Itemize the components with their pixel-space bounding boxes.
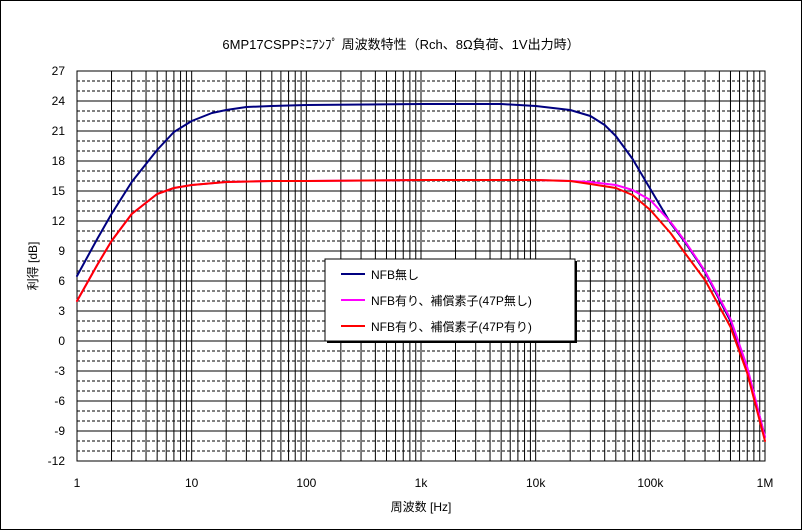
y-tick-label: 0 bbox=[58, 334, 65, 348]
legend-label-1: NFB無し bbox=[371, 267, 419, 282]
y-tick-label: 3 bbox=[58, 304, 65, 318]
y-tick-label: -6 bbox=[54, 394, 65, 408]
y-tick-label: 15 bbox=[52, 184, 66, 198]
x-tick-label: 10k bbox=[526, 476, 546, 490]
legend-label-3: NFB有り、補償素子(47P有り) bbox=[371, 320, 532, 334]
x-tick-label: 100k bbox=[637, 476, 664, 490]
y-tick-label: 9 bbox=[58, 244, 65, 258]
x-tick-label: 10 bbox=[185, 476, 199, 490]
y-tick-label: 21 bbox=[52, 124, 66, 138]
x-axis-ticks: 1 10 100 1k 10k 100k 1M bbox=[74, 476, 774, 490]
x-tick-label: 1 bbox=[74, 476, 81, 490]
y-axis-label: 利得 [dB] bbox=[25, 242, 40, 291]
chart-title: 6MP17CSPPﾐﾆｱﾝﾌﾟ 周波数特性（Rch、8Ω負荷、1V出力時） bbox=[222, 37, 579, 52]
legend-label-2: NFB有り、補償素子(47P無し) bbox=[371, 293, 532, 308]
x-tick-label: 1M bbox=[757, 476, 774, 490]
y-tick-label: 18 bbox=[52, 154, 66, 168]
series-line-3 bbox=[76, 179, 766, 442]
y-tick-label: 6 bbox=[58, 274, 65, 288]
y-tick-label: -12 bbox=[48, 454, 66, 468]
y-tick-label: 27 bbox=[52, 64, 66, 78]
y-axis-ticks: 27 24 21 18 15 12 9 6 3 0 -3 -6 -9 -12 bbox=[48, 64, 66, 468]
x-tick-label: 100 bbox=[296, 476, 316, 490]
y-tick-label: -9 bbox=[54, 424, 65, 438]
legend-box bbox=[324, 258, 576, 342]
y-tick-label: -3 bbox=[54, 364, 65, 378]
x-tick-label: 1k bbox=[415, 476, 429, 490]
y-tick-label: 24 bbox=[52, 94, 66, 108]
legend: NFB無し NFB有り、補償素子(47P無し) NFB有り、補償素子(47P有り) bbox=[324, 258, 577, 343]
y-tick-label: 12 bbox=[52, 214, 66, 228]
plot-frame bbox=[76, 70, 766, 462]
x-axis-label: 周波数 [Hz] bbox=[391, 499, 452, 514]
series-group bbox=[76, 103, 766, 442]
plot-border bbox=[76, 70, 766, 462]
